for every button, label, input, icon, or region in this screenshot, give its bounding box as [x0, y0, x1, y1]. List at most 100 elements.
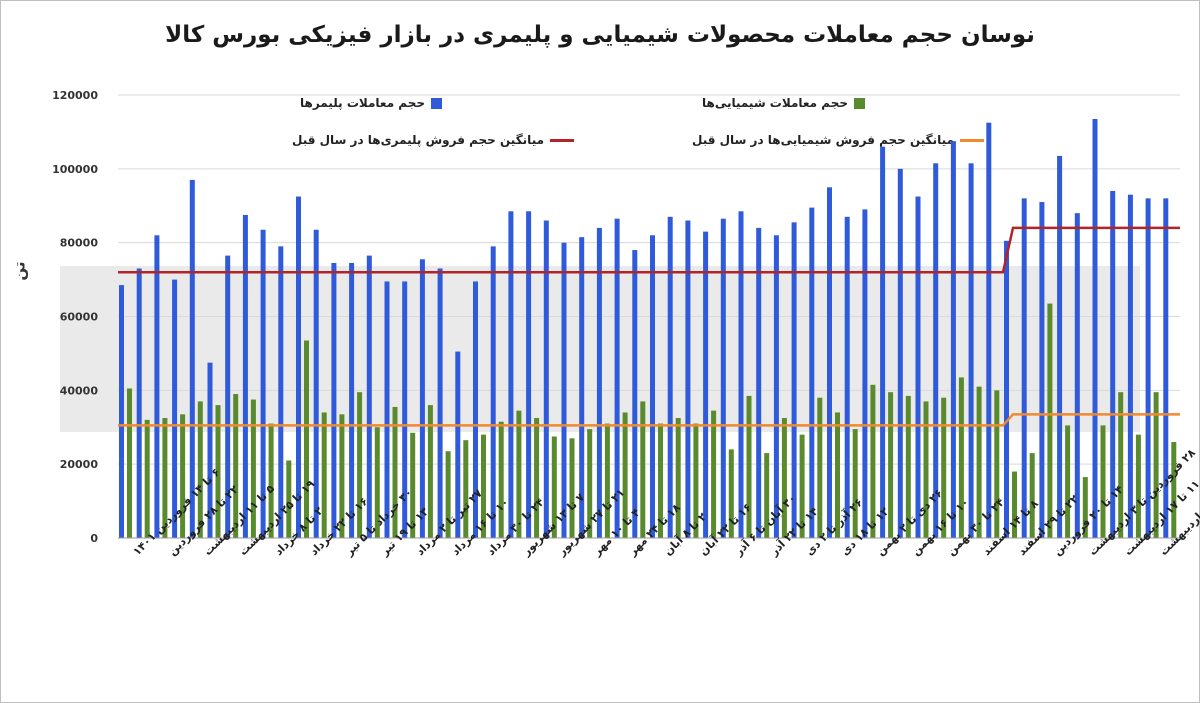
polymer-bar: [437, 268, 443, 538]
polymer-bar: [473, 281, 478, 538]
polymer-bar: [1057, 155, 1063, 538]
polymer-bar: [703, 231, 709, 538]
chemical-bar: [180, 414, 186, 538]
polymer-bar: [1127, 194, 1133, 539]
y-tick-label: 60000: [60, 311, 99, 324]
legend-polymer-label: حجم معاملات پلیمرها: [300, 96, 426, 110]
polymer-bar: [1021, 198, 1027, 538]
chemical-bar: [835, 412, 840, 538]
chemical-bar: [728, 449, 734, 538]
polymer-bar: [242, 214, 248, 538]
chemical-bar: [374, 427, 380, 538]
polymer-bar: [189, 179, 195, 539]
polymer-bar: [119, 285, 124, 538]
polymer-bar: [1163, 198, 1169, 538]
y-tick-label: 100000: [52, 163, 98, 176]
polymer-bar: [827, 187, 832, 538]
legend-chemical-swatch: [854, 97, 865, 109]
chemical-bar: [604, 423, 610, 538]
chemical-bar: [764, 453, 770, 538]
polymer-bar: [685, 220, 691, 538]
y-tick-label: 0: [90, 532, 98, 545]
polymer-bar: [384, 281, 390, 538]
chemical-bar: [233, 394, 239, 538]
polymer-bar: [968, 163, 974, 538]
polymer-bar: [490, 246, 496, 538]
chemical-bar: [481, 434, 486, 538]
legend-chemical: حجم معاملات شیمیایی‌ها: [702, 96, 865, 110]
chart-title: نوسان حجم معاملات محصولات شیمیایی و پلیم…: [165, 22, 1035, 48]
chemical-bar: [746, 395, 752, 538]
chemical-bar: [534, 418, 540, 538]
polymer-bar: [950, 141, 956, 539]
chemical-bar: [304, 340, 309, 538]
chemical-bar: [852, 429, 858, 538]
polymer-bar: [1092, 118, 1098, 538]
polymer-bar: [632, 250, 638, 539]
chemical-bar: [357, 392, 363, 538]
chemical-bar: [286, 460, 292, 538]
polymer-bar: [897, 168, 903, 539]
y-tick-label: 80000: [60, 237, 99, 250]
chemical-bar: [905, 395, 911, 538]
polymer-bar: [738, 211, 744, 538]
chemical-bar: [958, 377, 964, 538]
polymer-bar: [278, 246, 284, 538]
chemical-bar: [427, 405, 433, 538]
polymer-bar: [296, 196, 301, 539]
chemical-bar: [870, 384, 876, 538]
chemical-bar: [410, 432, 416, 538]
polymer-bar: [650, 235, 655, 539]
chemical-bar: [1082, 477, 1088, 538]
chemical-bar: [1118, 392, 1124, 538]
chemical-bar: [1029, 453, 1035, 538]
legend-chemical-average-swatch: [960, 138, 985, 142]
polymer-bar: [1145, 198, 1151, 538]
polymer-bar: [667, 216, 673, 538]
y-tick-label: 20000: [60, 458, 99, 471]
legend-chemical-average-label: میانگین حجم فروش شیمیایی‌ها در سال قبل: [692, 133, 955, 147]
chemical-bar: [339, 414, 345, 538]
polymer-average-line: [118, 226, 1180, 274]
polymer-bar: [207, 362, 213, 538]
polymer-bar: [455, 351, 461, 538]
polymer-bar: [1039, 202, 1045, 538]
chemical-bar: [1171, 442, 1177, 538]
chemical-bar: [587, 429, 593, 538]
polymer-bar: [508, 211, 514, 538]
polymer-bar: [756, 227, 762, 538]
chemical-bar: [1012, 471, 1017, 538]
chemical-bar: [1153, 392, 1159, 538]
chemical-bar: [1100, 425, 1106, 538]
polymer-bar: [402, 281, 408, 538]
polymer-bar: [773, 235, 779, 539]
legend-polymer-average-swatch: [550, 138, 575, 142]
polymer-bar: [1110, 190, 1116, 538]
y-tick-label: 120000: [52, 89, 98, 102]
chemical-bar: [445, 451, 451, 538]
polymer-bar: [526, 211, 532, 538]
chemical-bar: [693, 423, 699, 538]
chemical-bar: [162, 418, 168, 538]
chemical-bar: [976, 386, 982, 538]
legend-polymer: حجم معاملات پلیمرها: [300, 96, 443, 110]
chemical-bar: [640, 401, 646, 538]
chemical-bar: [215, 405, 221, 538]
legend-chemical-average: میانگین حجم فروش شیمیایی‌ها در سال قبل: [692, 133, 985, 147]
polymer-bar: [543, 220, 549, 538]
polymer-bar: [933, 163, 939, 538]
chemical-bar: [250, 399, 256, 538]
y-tick-label: 40000: [60, 384, 99, 397]
chemical-bar: [321, 412, 327, 538]
polymer-bar: [366, 255, 372, 538]
legend-chemical-label: حجم معاملات شیمیایی‌ها: [702, 96, 848, 110]
chemical-bar: [994, 390, 1000, 538]
chemical-bar: [551, 436, 557, 538]
polymer-bar: [579, 237, 585, 539]
chemical-bar: [817, 397, 823, 538]
chemical-bar: [1065, 425, 1071, 538]
polymer-bar: [880, 146, 886, 538]
polymer-bar: [720, 218, 726, 538]
polymer-bar: [614, 218, 620, 538]
chemical-bar: [781, 418, 787, 538]
